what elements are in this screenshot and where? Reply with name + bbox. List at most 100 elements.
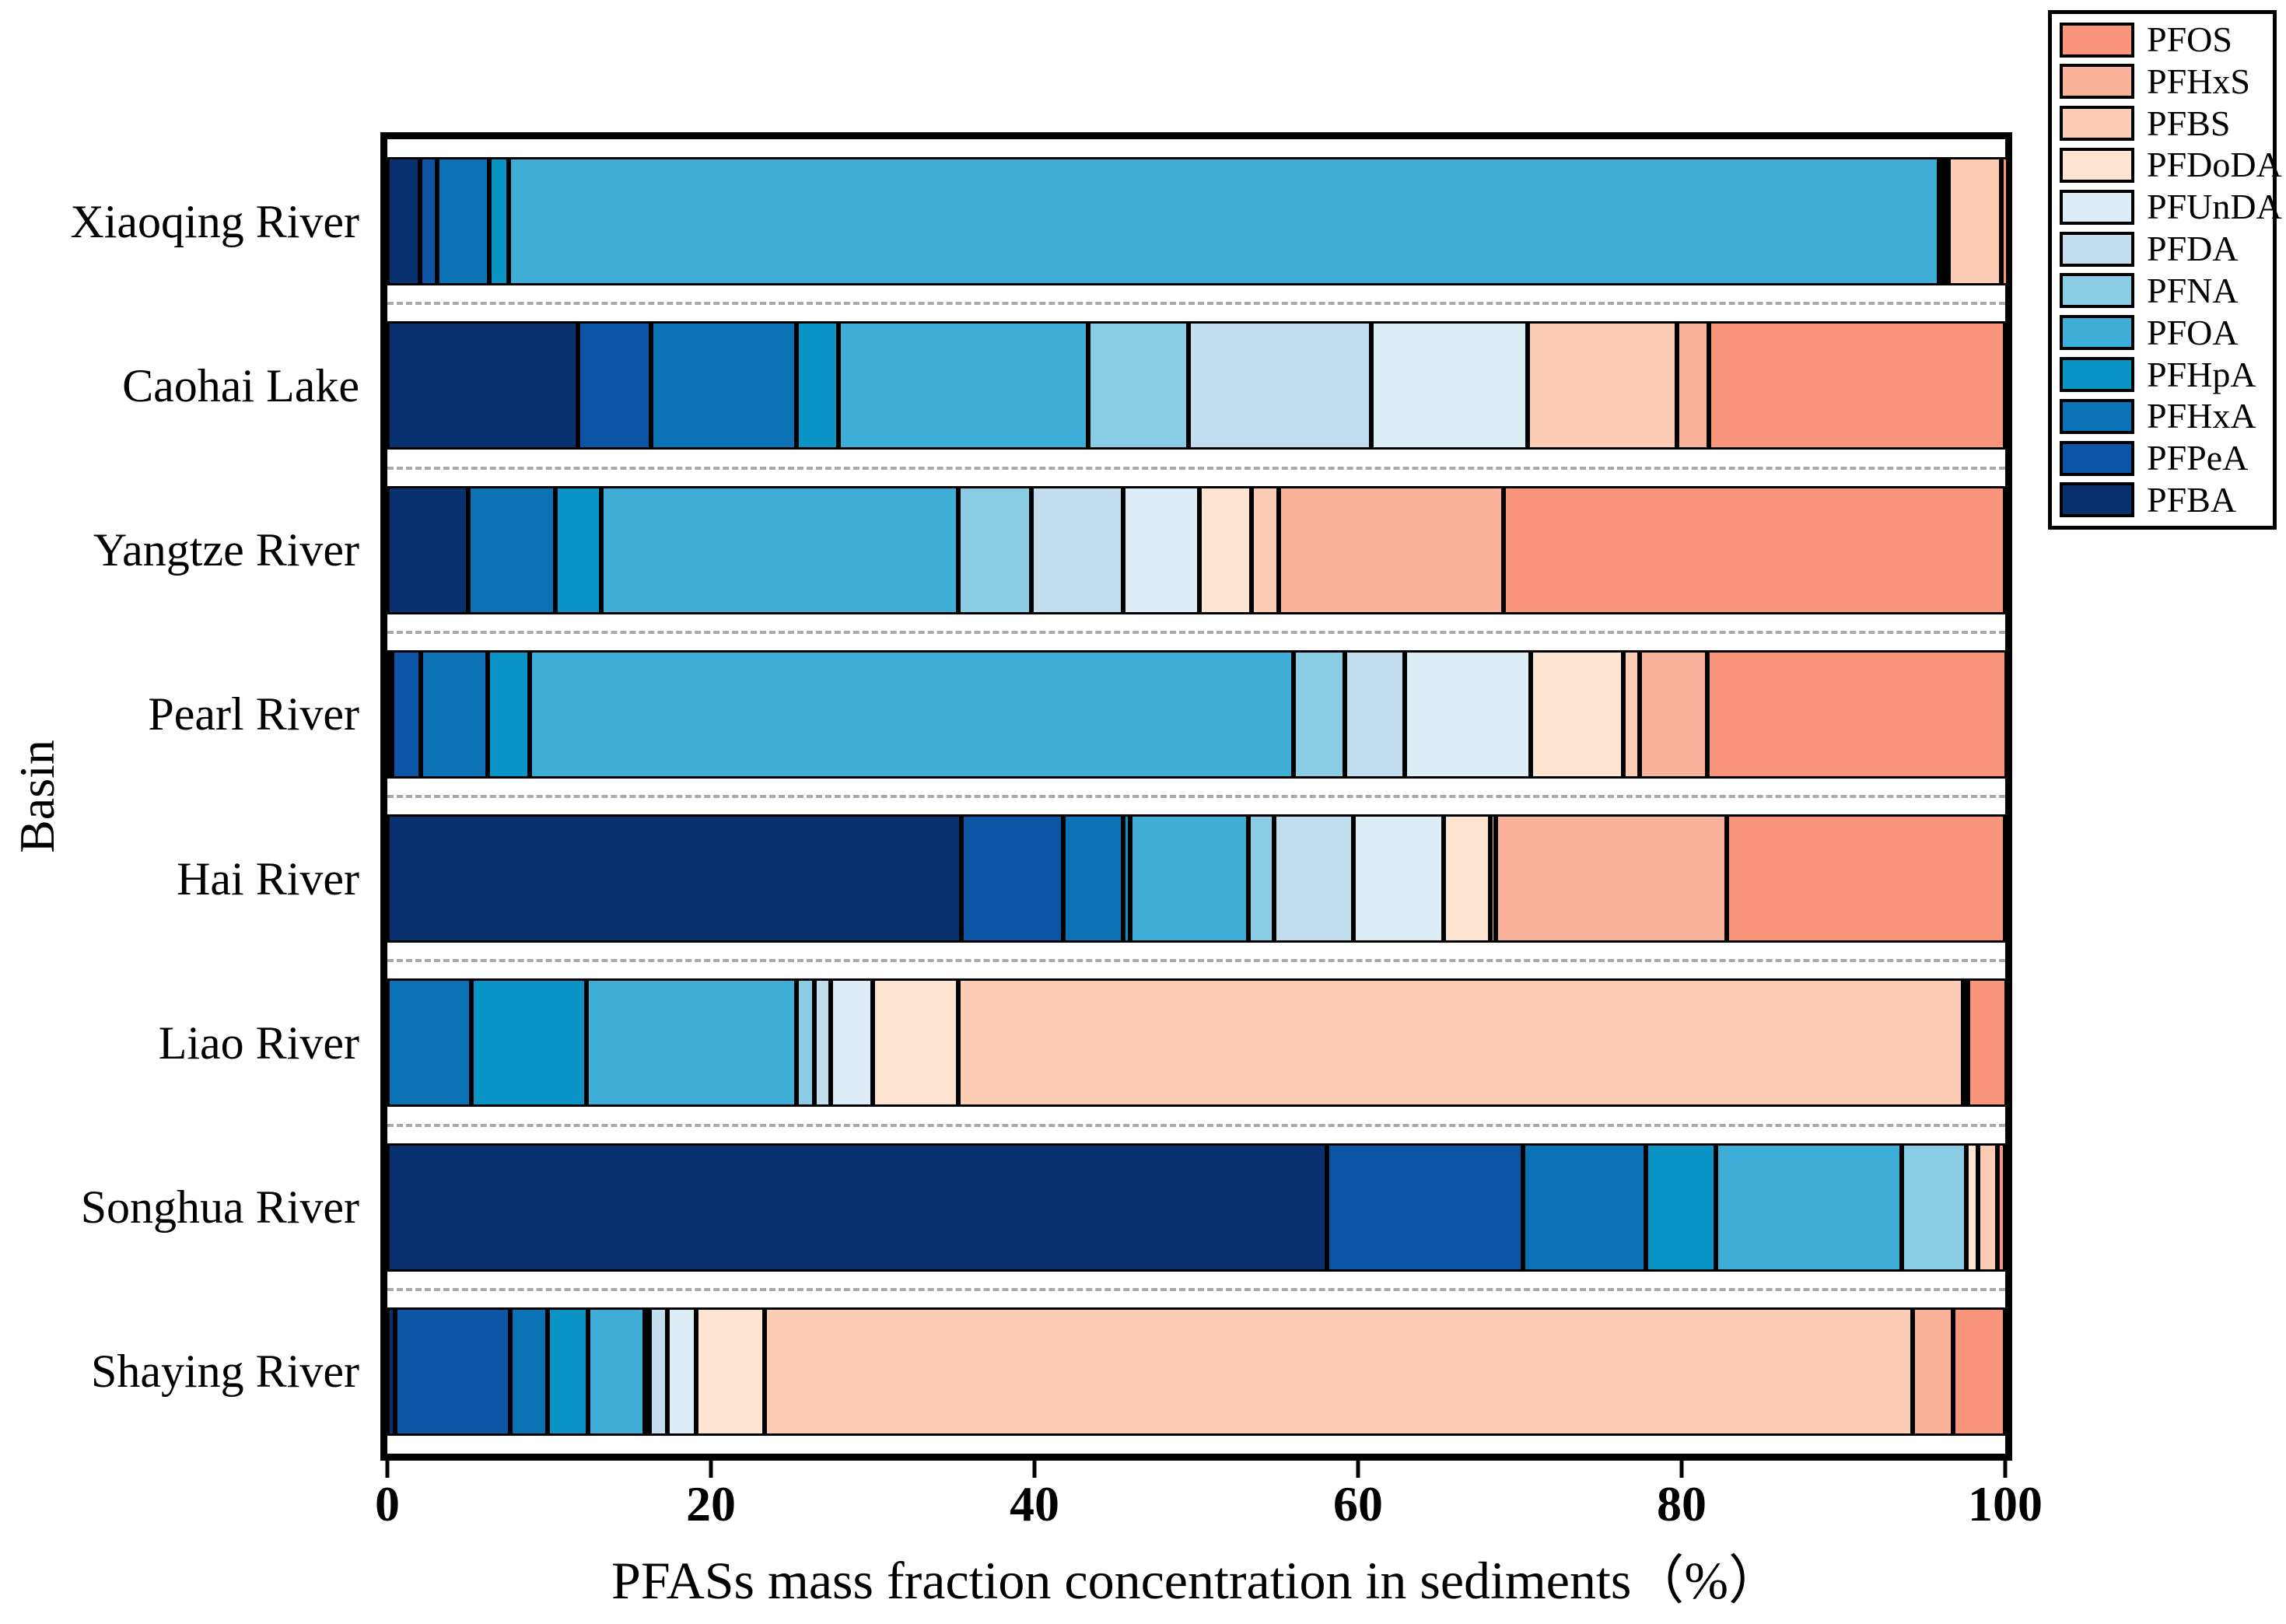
x-tick-label: 20 xyxy=(686,1476,736,1531)
bar-segment-pfunda xyxy=(1353,814,1444,943)
bar-segment-pfoa xyxy=(586,978,797,1108)
y-category-label-hai-river: Hai River xyxy=(177,852,359,905)
bar-segment-pfoa xyxy=(529,649,1294,779)
bar-segment-pfos xyxy=(1504,485,2005,614)
legend-swatch-pfhxs xyxy=(2060,64,2134,100)
bar-segment-pfbs xyxy=(1251,485,1280,614)
x-tick-mark xyxy=(385,1461,390,1478)
legend-item-pfos: PFOS xyxy=(2060,22,2265,58)
legend-swatch-pfoa xyxy=(2060,315,2134,351)
bar-segment-pfhpa xyxy=(489,157,509,286)
y-category-label-songhua-river: Songhua River xyxy=(80,1181,359,1234)
row-separator-dashed-line xyxy=(387,302,2005,306)
bar-row xyxy=(387,632,2007,796)
bar-segment-pfhxs xyxy=(1913,1307,1954,1436)
stacked-bar-pearl-river xyxy=(387,649,2007,779)
bar-segment-pfhpa xyxy=(547,1307,588,1436)
y-category-label-xiaoqing-river: Xiaoqing River xyxy=(70,195,359,247)
stacked-bar-yangtze-river xyxy=(387,485,2005,614)
y-category-label-caohai-lake: Caohai Lake xyxy=(122,359,359,411)
bar-segment-pfos xyxy=(1967,978,2007,1108)
legend-swatch-pfhpa xyxy=(2060,357,2134,392)
bar-segment-pfhxa xyxy=(468,485,556,614)
bar-segment-pfda xyxy=(1188,321,1371,450)
legend-item-pfda: PFDA xyxy=(2060,231,2265,267)
bar-segment-pfda xyxy=(814,978,831,1108)
bar-segment-pfbs xyxy=(1948,157,2002,286)
bar-segment-pfna xyxy=(796,978,815,1108)
legend-item-pfba: PFBA xyxy=(2060,481,2265,518)
bar-segment-pfhxa xyxy=(387,978,472,1108)
legend-box: PFOS PFHxS PFBS PFDoDA PFUnDA PFDA PFNA PFOA PFH… xyxy=(2048,10,2282,530)
bar-segment-pfunda xyxy=(830,978,873,1108)
bar-rows-container xyxy=(387,139,2008,1454)
legend-swatch-pfunda xyxy=(2060,189,2134,225)
bar-segment-pfdoda xyxy=(696,1307,765,1436)
bar-segment-pfunda xyxy=(667,1307,697,1436)
x-tick-label: 60 xyxy=(1333,1476,1383,1531)
bar-segment-pfunda xyxy=(1938,157,1944,286)
bar-segment-pfunda xyxy=(1371,321,1528,450)
bar-segment-pfbs xyxy=(1528,321,1677,450)
bar-segment-pfos xyxy=(1709,321,2005,450)
x-tick-mark xyxy=(1356,1461,1360,1478)
bar-row xyxy=(387,1290,2005,1454)
bar-segment-pfos xyxy=(2001,157,2008,286)
x-tick-mark xyxy=(709,1461,713,1478)
legend-swatch-pfda xyxy=(2060,231,2134,267)
row-separator-dashed-line xyxy=(387,466,2005,470)
legend-swatch-pfos xyxy=(2060,22,2134,58)
stacked-bar-shaying-river xyxy=(387,1307,2005,1436)
x-tick-label: 40 xyxy=(1010,1476,1059,1531)
bar-segment-pfna xyxy=(958,485,1031,614)
stacked-bar-hai-river xyxy=(387,814,2005,943)
bar-segment-pfba xyxy=(387,649,392,779)
legend-label-pfhxa: PFHxA xyxy=(2147,396,2256,436)
bar-row xyxy=(387,468,2005,632)
legend-swatch-pfpea xyxy=(2060,440,2134,476)
bar-segment-pfhxa xyxy=(421,649,488,779)
legend-item-pfhpa: PFHpA xyxy=(2060,354,2265,394)
bar-segment-pfhpa xyxy=(471,978,586,1108)
bar-segment-pfbs xyxy=(764,1307,1913,1436)
legend-item-pfhxs: PFHxS xyxy=(2060,63,2265,100)
bar-segment-pfpea xyxy=(578,321,652,450)
bar-segment-pfbs xyxy=(958,978,1963,1108)
bar-segment-pfpea xyxy=(395,1307,511,1436)
bar-segment-pfhxa xyxy=(1523,1143,1647,1272)
row-separator-dashed-line xyxy=(387,795,2005,798)
bar-segment-pfhpa xyxy=(796,321,839,450)
bar-segment-pfhpa xyxy=(1123,814,1130,943)
legend-item-pfhxa: PFHxA xyxy=(2060,398,2265,434)
legend-item-pfunda: PFUnDA xyxy=(2060,189,2282,225)
legend-swatch-pfhxa xyxy=(2060,398,2134,434)
y-category-label-shaying-river: Shaying River xyxy=(91,1346,359,1398)
bar-segment-pfhxs xyxy=(1639,649,1707,779)
bar-segment-pfpea xyxy=(961,814,1064,943)
row-separator-dashed-line xyxy=(387,1287,2005,1291)
bar-segment-pfda xyxy=(1273,814,1353,943)
bar-segment-pfhxa xyxy=(510,1307,548,1436)
bar-segment-pfhxs xyxy=(1962,978,1968,1108)
x-tick-mark xyxy=(1679,1461,1684,1478)
legend-label-pfhpa: PFHpA xyxy=(2147,354,2256,394)
bar-segment-pfbs xyxy=(1490,814,1496,943)
bar-segment-pfos xyxy=(1727,814,2005,943)
legend-label-pfdoda: PFDoDA xyxy=(2147,145,2282,185)
bar-segment-pfoa xyxy=(1129,814,1248,943)
legend-item-pfbs: PFBS xyxy=(2060,105,2265,142)
bar-segment-pfoa xyxy=(600,485,959,614)
x-tick-label: 80 xyxy=(1657,1476,1707,1531)
bar-segment-pfunda xyxy=(1405,649,1532,779)
bar-segment-pfba xyxy=(387,485,468,614)
bar-segment-pfda xyxy=(1345,649,1406,779)
y-category-label-pearl-river: Pearl River xyxy=(148,688,359,740)
bar-segment-pfhxs xyxy=(1279,485,1504,614)
bar-segment-pfna xyxy=(1293,649,1346,779)
legend-label-pfoa: PFOA xyxy=(2147,312,2239,352)
legend-label-pfunda: PFUnDA xyxy=(2147,187,2282,227)
bar-segment-pfos xyxy=(1707,649,2007,779)
bar-segment-pfba xyxy=(387,1143,1328,1272)
bar-segment-pfdoda xyxy=(872,978,959,1108)
row-separator-dashed-line xyxy=(387,1123,2005,1127)
